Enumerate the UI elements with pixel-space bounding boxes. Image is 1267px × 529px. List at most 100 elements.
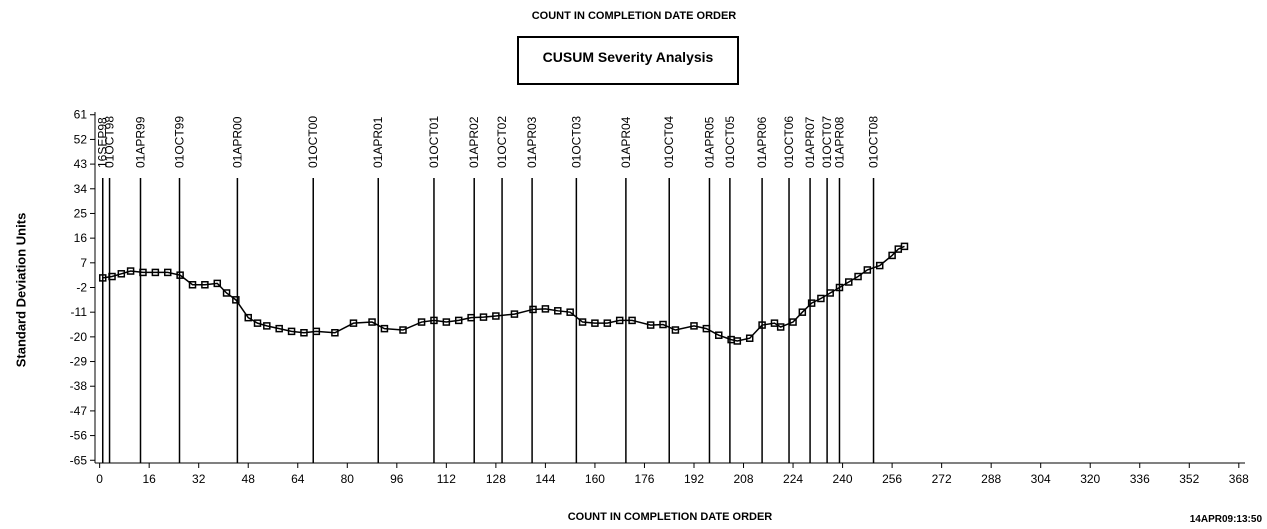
reference-label: 01OCT98 <box>103 116 117 168</box>
reference-label: 01APR04 <box>619 116 633 168</box>
data-point <box>776 323 785 331</box>
x-tick-label: 320 <box>1080 472 1100 486</box>
data-point <box>578 318 587 326</box>
data-point <box>875 261 884 270</box>
x-tick-label: 256 <box>882 472 902 486</box>
data-point <box>900 242 909 251</box>
data-point <box>244 313 252 322</box>
data-point <box>646 321 655 329</box>
x-tick-label: 80 <box>341 472 355 486</box>
data-point <box>300 328 308 337</box>
x-tick-label: 96 <box>390 472 404 486</box>
y-tick-label: 43 <box>74 157 88 171</box>
y-tick-label: 34 <box>74 182 88 196</box>
data-point <box>479 313 488 321</box>
data-point <box>671 326 680 334</box>
reference-label: 01OCT03 <box>569 116 583 168</box>
data-point <box>163 268 172 277</box>
data-point <box>151 268 160 277</box>
data-point <box>188 281 197 289</box>
data-point <box>263 322 271 330</box>
data-point <box>368 318 376 326</box>
data-point <box>566 308 574 316</box>
reference-label: 01OCT02 <box>495 116 509 168</box>
data-point <box>349 319 358 327</box>
data-point <box>126 267 135 275</box>
x-tick-label: 272 <box>932 472 952 486</box>
reference-label: 01APR08 <box>832 116 846 168</box>
y-tick-label: -2 <box>76 281 87 295</box>
x-tick-label: 304 <box>1031 472 1051 486</box>
x-tick-label: 112 <box>437 472 456 486</box>
y-tick-label: -56 <box>70 429 88 443</box>
reference-label: 01OCT06 <box>782 116 796 168</box>
x-tick-label: 336 <box>1130 472 1150 486</box>
y-tick-label: -20 <box>70 330 88 344</box>
chart-subtitle: CUSUM Severity Analysis <box>543 49 714 65</box>
data-point <box>98 274 107 282</box>
data-point <box>312 327 321 336</box>
data-point <box>442 318 451 326</box>
x-tick-label: 352 <box>1179 472 1199 486</box>
data-point <box>591 319 599 327</box>
data-point <box>222 289 231 297</box>
data-point <box>835 283 844 292</box>
x-axis-label: COUNT IN COMPLETION DATE ORDER <box>568 511 773 523</box>
data-point <box>628 316 636 325</box>
reference-label: 01OCT07 <box>820 116 834 168</box>
data-point <box>232 296 240 304</box>
x-tick-label: 368 <box>1229 472 1249 486</box>
x-tick-label: 0 <box>96 472 103 486</box>
y-tick-label: 61 <box>74 108 88 122</box>
reference-label: 01OCT99 <box>173 116 187 168</box>
reference-label: 01APR06 <box>755 116 769 168</box>
data-point <box>758 321 766 329</box>
data-point <box>287 327 296 336</box>
data-point <box>108 272 116 281</box>
reference-label: 01OCT00 <box>306 116 320 168</box>
x-tick-label: 32 <box>192 472 206 486</box>
data-point <box>430 316 438 325</box>
data-point <box>603 319 612 327</box>
data-point <box>201 281 209 289</box>
data-point <box>554 307 562 315</box>
data-point <box>888 251 896 260</box>
reference-label: 16SEP98 <box>96 117 110 168</box>
x-tick-label: 160 <box>585 472 605 486</box>
data-point <box>117 270 126 278</box>
chart-title: COUNT IN COMPLETION DATE ORDER <box>532 10 737 22</box>
data-point <box>798 308 807 316</box>
data-point <box>176 271 184 279</box>
data-point <box>733 337 742 345</box>
data-point <box>417 318 426 326</box>
data-point <box>817 294 825 303</box>
y-tick-label: -47 <box>70 404 88 418</box>
data-point <box>467 313 475 322</box>
reference-label: 01OCT05 <box>723 116 737 168</box>
y-tick-label: -29 <box>70 355 88 369</box>
x-tick-label: 208 <box>734 472 754 486</box>
data-point <box>702 324 711 333</box>
data-point <box>615 316 624 325</box>
data-point <box>690 322 698 330</box>
x-tick-label: 64 <box>291 472 305 486</box>
reference-label: 01APR02 <box>467 116 481 168</box>
reference-label: 01APR07 <box>803 116 817 168</box>
reference-label: 01OCT01 <box>427 116 441 168</box>
data-point <box>213 279 222 288</box>
data-point <box>826 289 834 297</box>
y-tick-label: -65 <box>70 453 88 467</box>
x-tick-label: 224 <box>783 472 803 486</box>
reference-label: 01OCT08 <box>867 116 881 168</box>
data-point <box>139 268 147 277</box>
y-tick-label: 7 <box>80 256 87 270</box>
x-tick-label: 48 <box>242 472 256 486</box>
data-point <box>275 324 283 333</box>
data-point <box>807 299 816 307</box>
data-point <box>253 319 262 327</box>
y-tick-label: 16 <box>74 231 88 245</box>
reference-label: 01APR99 <box>134 116 148 168</box>
x-tick-label: 176 <box>634 472 654 486</box>
reference-label: 01OCT04 <box>662 116 676 168</box>
